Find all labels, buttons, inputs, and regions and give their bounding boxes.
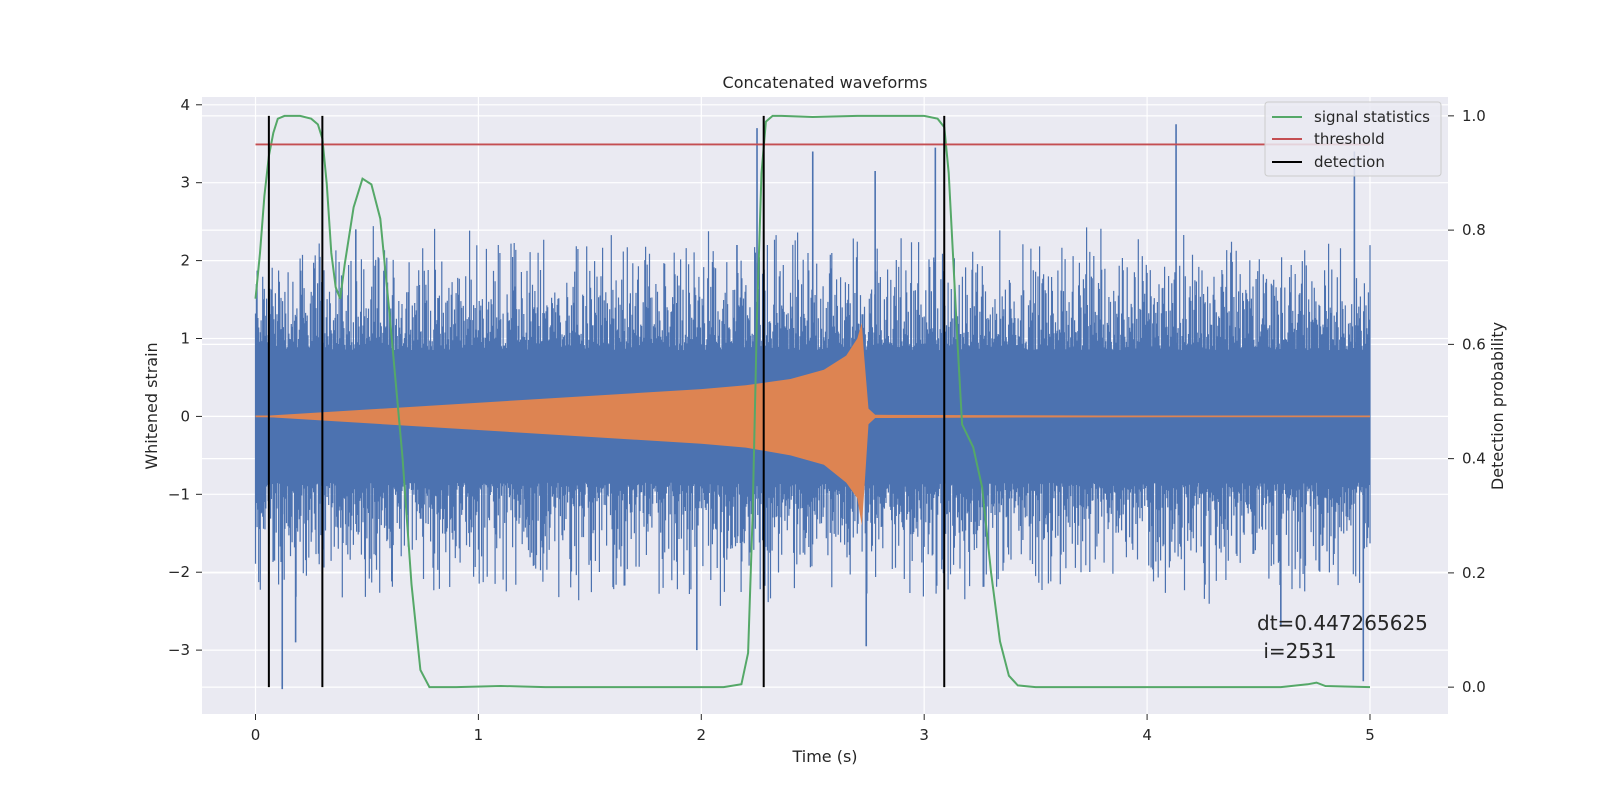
x-tick-label-5: 5 xyxy=(1365,726,1375,744)
y-tick-label-0: −3 xyxy=(168,641,190,659)
y-axis-label: Whitened strain xyxy=(142,342,161,469)
x-tick-label-1: 1 xyxy=(474,726,484,744)
legend-box xyxy=(1264,101,1442,177)
y-tick-label-6: 3 xyxy=(180,174,190,192)
y-right-tick-label-3: 0.6 xyxy=(1462,335,1486,353)
chart-title: Concatenated waveforms xyxy=(723,73,928,92)
y-tick-label-2: −1 xyxy=(168,485,190,503)
y-tick-label-1: −2 xyxy=(168,563,190,581)
y-right-tick-label-1: 0.2 xyxy=(1462,564,1486,582)
legend-label-detection: detection xyxy=(1314,153,1385,171)
legend: signal statistics threshold detection xyxy=(1264,101,1442,177)
y-tick-label-5: 2 xyxy=(180,252,190,270)
plot-area xyxy=(254,114,1371,690)
y-right-tick-label-2: 0.4 xyxy=(1462,450,1486,468)
legend-label-signal-statistics: signal statistics xyxy=(1314,108,1430,126)
x-tick-label-4: 4 xyxy=(1142,726,1152,744)
y-right-tick-label-5: 1.0 xyxy=(1462,107,1486,125)
chirp-series xyxy=(255,322,1370,526)
x-tick-label-2: 2 xyxy=(697,726,707,744)
y-tick-label-4: 1 xyxy=(180,330,190,348)
y-tick-label-3: 0 xyxy=(180,407,190,425)
chirp-envelope xyxy=(255,322,1370,526)
x-axis-label: Time (s) xyxy=(791,747,857,766)
y-right-tick-label-0: 0.0 xyxy=(1462,678,1486,696)
x-tick-label-3: 3 xyxy=(919,726,929,744)
statistics-layer xyxy=(254,114,1371,689)
annotation-dt: dt=0.447265625 xyxy=(1257,611,1428,635)
x-tick-label-0: 0 xyxy=(251,726,261,744)
y-tick-label-7: 4 xyxy=(180,96,190,114)
y-right-tick-label-4: 0.8 xyxy=(1462,221,1486,239)
legend-label-threshold: threshold xyxy=(1314,130,1385,148)
y-axis-label-right: Detection probability xyxy=(1488,322,1507,490)
annotation-index: i=2531 xyxy=(1257,639,1337,663)
axes: 0 1 2 3 4 5 −3 −2 −1 0 1 2 3 4 0.0 0.2 0.4 0.6 0.8 1.0 xyxy=(168,96,1486,744)
